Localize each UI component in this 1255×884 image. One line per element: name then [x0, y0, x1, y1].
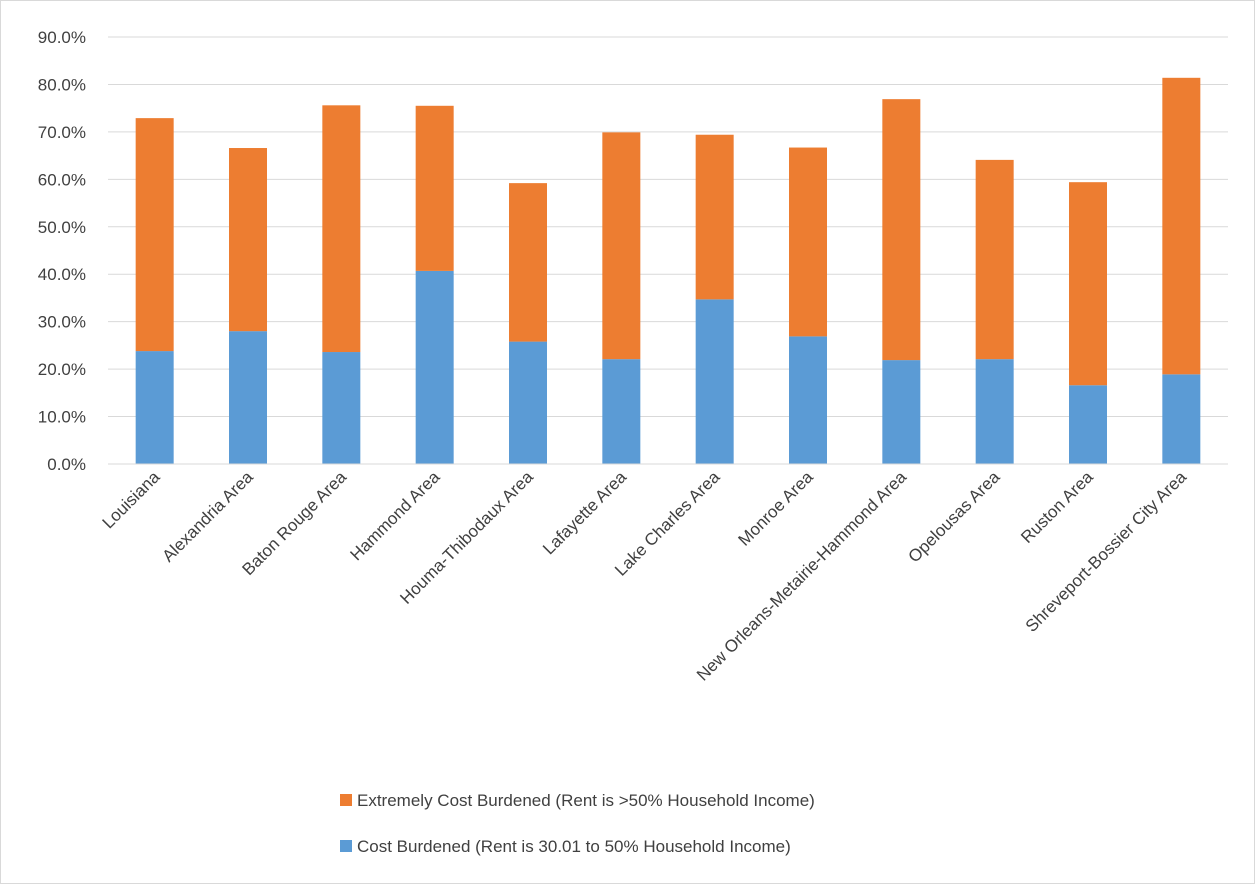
bar-extremely-cost-burdened	[789, 147, 827, 337]
y-tick-label: 0.0%	[47, 455, 86, 474]
bar-extremely-cost-burdened	[882, 99, 921, 361]
bar-cost-burdened	[695, 299, 734, 464]
bar-extremely-cost-burdened	[229, 148, 267, 332]
bar-cost-burdened	[1069, 385, 1107, 464]
bar-cost-burdened	[882, 360, 921, 464]
bar-cost-burdened	[509, 341, 547, 464]
bar-cost-burdened	[789, 336, 827, 464]
legend-label: Extremely Cost Burdened (Rent is >50% Ho…	[357, 791, 815, 810]
legend-swatch	[340, 840, 352, 852]
y-tick-label: 20.0%	[38, 360, 86, 379]
x-tick-label: Alexandria Area	[159, 467, 258, 566]
y-axis-tick-labels: 0.0% 10.0% 20.0% 30.0% 40.0% 50.0% 60.0% 70.0% 8…	[38, 28, 86, 474]
bar-extremely-cost-burdened	[322, 105, 361, 353]
bar-extremely-cost-burdened	[1162, 77, 1201, 375]
y-tick-label: 10.0%	[38, 408, 86, 427]
bar-cost-burdened	[1162, 374, 1201, 464]
y-tick-label: 70.0%	[38, 123, 86, 142]
x-tick-label: Opelousas Area	[905, 467, 1004, 566]
y-tick-label: 40.0%	[38, 265, 86, 284]
y-tick-label: 30.0%	[38, 313, 86, 332]
x-tick-label: Lafayette Area	[539, 467, 630, 558]
y-tick-label: 90.0%	[38, 28, 86, 47]
bar-cost-burdened	[415, 270, 454, 464]
bar-extremely-cost-burdened	[509, 183, 547, 342]
bar-cost-burdened	[602, 359, 641, 464]
legend-label: Cost Burdened (Rent is 30.01 to 50% Hous…	[357, 837, 791, 856]
bar-extremely-cost-burdened	[1069, 182, 1107, 386]
bar-extremely-cost-burdened	[975, 159, 1014, 360]
gridlines	[108, 36, 1228, 418]
y-tick-label: 60.0%	[38, 170, 86, 189]
bar-extremely-cost-burdened	[135, 118, 174, 352]
x-tick-label: Ruston Area	[1017, 467, 1097, 547]
bar-extremely-cost-burdened	[695, 134, 734, 300]
bar-extremely-cost-burdened	[602, 132, 641, 360]
x-tick-label: Hammond Area	[347, 467, 444, 564]
legend-swatch	[340, 794, 352, 806]
y-tick-label: 80.0%	[38, 75, 86, 94]
x-tick-label: Shreveport-Bossier City Area	[1022, 467, 1191, 636]
bar-extremely-cost-burdened	[415, 105, 454, 271]
bars	[135, 77, 1201, 464]
bar-cost-burdened	[975, 359, 1014, 464]
bar-cost-burdened	[135, 351, 174, 464]
y-tick-label: 50.0%	[38, 218, 86, 237]
bar-cost-burdened	[229, 331, 267, 464]
x-tick-label: Baton Rouge Area	[238, 467, 350, 579]
x-tick-label: Monroe Area	[735, 467, 818, 550]
x-tick-label: New Orleans-Metairie-Hammond Area	[693, 467, 911, 685]
bar-cost-burdened	[322, 352, 361, 464]
x-tick-label: Louisiana	[99, 467, 164, 532]
x-tick-label: Lake Charles Area	[611, 467, 724, 580]
legend: Extremely Cost Burdened (Rent is >50% Ho…	[340, 791, 815, 856]
